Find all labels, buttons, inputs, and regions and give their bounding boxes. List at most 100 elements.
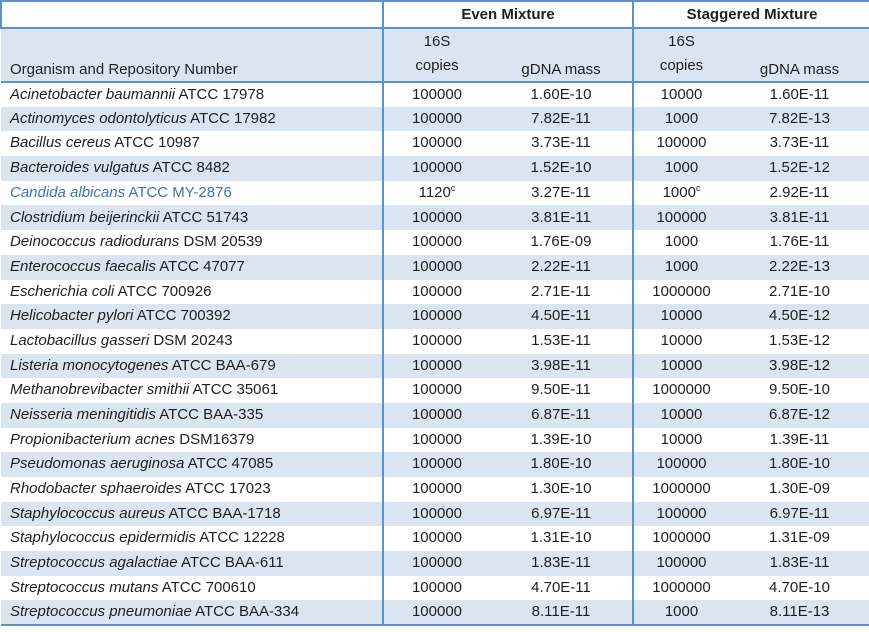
organism-name: Helicobacter pylori: [10, 307, 134, 325]
even-16s-copies-value: 100000: [411, 504, 463, 522]
repository-number: ATCC 51743: [162, 208, 249, 226]
organism-name: Streptococcus pneumoniae: [10, 603, 192, 621]
even-gdna-mass-cell: 1.30E-10: [490, 477, 634, 502]
even-gdna-mass-cell: 8.11E-11: [490, 600, 634, 626]
staggered-16s-copies-cell: 10000: [633, 428, 729, 453]
table-row: Neisseria meningitidis ATCC BAA-335 1000…: [1, 402, 869, 428]
staggered-16s-copies-value: 10000: [660, 307, 703, 325]
even-16s-copies-value: 100000: [411, 381, 463, 399]
even-gdna-mass-cell: 7.82E-11: [490, 106, 634, 132]
organism-cell: Helicobacter pylori ATCC 700392: [1, 304, 384, 329]
staggered-16s-copies-cell: 1000000: [633, 576, 729, 601]
organism-cell: Streptococcus mutans ATCC 700610: [1, 575, 384, 601]
repository-number: ATCC 17978: [178, 85, 265, 103]
organism-name: Bacillus cereus: [10, 134, 111, 152]
staggered-gdna-mass-cell: 1.53E-12: [769, 331, 830, 349]
staggered-gdna-mass-cell: 6.97E-11: [729, 501, 869, 527]
even-16s-copies-cell: 100000: [383, 600, 490, 626]
even-16s-copies-value: 100000: [411, 109, 463, 127]
organism-cell: Bacillus cereus ATCC 10987: [1, 131, 384, 157]
staggered-16s-copies-cell: 10000: [633, 304, 729, 329]
even-16s-copies-cell: 100000: [383, 378, 490, 403]
staggered-16s-copies-value: 1000: [664, 159, 699, 177]
staggered-gdna-mass-cell: 2.92E-11: [769, 183, 830, 201]
organism-name: Streptococcus mutans: [10, 578, 159, 596]
staggered-gdna-mass-cell: 3.81E-11: [729, 205, 869, 231]
staggered-16s-copies-value: 1000000: [652, 578, 711, 596]
repository-number: ATCC BAA-611: [180, 554, 284, 572]
staggered-16s-copies-value: 1000000: [652, 282, 711, 300]
staggered-16s-copies-value: 10000: [660, 331, 703, 349]
table-row: Streptococcus mutans ATCC 700610 100000 …: [1, 575, 869, 601]
even-16s-copies-value: 100000: [411, 430, 463, 448]
organism-name: Rhodobacter sphaeroides: [10, 480, 182, 498]
organism-name: Methanobrevibacter smithii: [10, 381, 190, 399]
even-16s-copies-cell: 100000: [383, 205, 490, 231]
even-16s-copies-value: 1120: [418, 183, 451, 201]
even-gdna-mass-cell: 6.87E-11: [490, 402, 634, 428]
footnote-marker: c: [695, 182, 701, 193]
even-gdna-mass-cell: 1.53E-11: [490, 328, 634, 354]
even-16s-copies-cell: 100000: [383, 452, 490, 477]
even-16s-copies-value: 100000: [411, 356, 463, 374]
even-gdna-mass-cell: 1.76E-09: [490, 230, 634, 255]
even-16s-copies-cell: 100000: [383, 82, 490, 107]
even-16s-copies-cell: 100000: [383, 230, 490, 255]
repository-number: ATCC 17023: [185, 480, 271, 498]
organism-name: Actinomyces odontolyticus: [10, 109, 187, 127]
footnote-marker: c: [450, 182, 456, 193]
even-16s-copies-cell: 100000: [383, 526, 490, 551]
table-row: Bacillus cereus ATCC 10987 100000 3.73E-…: [1, 131, 869, 157]
even-16s-copies-cell: 100000: [383, 428, 490, 453]
staggered-16s-copies-cell: 10000: [633, 329, 729, 354]
table-row: Streptococcus pneumoniae ATCC BAA-334 10…: [1, 600, 869, 626]
staggered-16s-copies-value: 1000000: [652, 480, 711, 498]
even-16s-copies-value: 100000: [411, 331, 463, 349]
staggered-gdna-mass-cell: 2.22E-13: [729, 254, 869, 280]
table-row: Actinomyces odontolyticus ATCC 17982 100…: [1, 106, 869, 132]
even-16s-copies-cell: 100000: [383, 551, 490, 576]
repository-number: ATCC 12228: [199, 529, 285, 547]
staggered-16s-copies-value: 1000000: [652, 529, 711, 547]
table-row: Staphylococcus aureus ATCC BAA-1718 1000…: [1, 501, 869, 527]
even-gdna-mass-cell: 3.98E-11: [490, 353, 634, 379]
staggered-16s-copies-cell: 10000: [633, 82, 729, 107]
staggered-gdna-mass-cell: 2.71E-10: [769, 282, 830, 300]
even-16s-copies-value: 100000: [411, 307, 463, 325]
even-gdna-mass-cell: 6.97E-11: [490, 501, 634, 527]
organism-cell: Pseudomonas aeruginosa ATCC 47085: [1, 452, 384, 477]
column-header-row: Organism and Repository Number 16S copie…: [1, 28, 869, 83]
staggered-gdna-mass-cell: 9.50E-10: [769, 381, 830, 399]
organism-name: Enterococcus faecalis: [10, 257, 156, 275]
staggered-16s-copies-cell: 1000000: [633, 477, 729, 502]
repository-number: ATCC 700392: [136, 307, 231, 325]
even-16s-copies-value: 100000: [411, 406, 463, 424]
repository-number: ATCC 8482: [152, 159, 230, 177]
staggered-16s-copies-cell: 1000: [633, 106, 729, 132]
organism-name: Escherichia coli: [10, 282, 115, 300]
table-row: Propionibacterium acnes DSM16379 100000 …: [1, 427, 869, 453]
staggered-16s-copies-value: 1000: [664, 257, 699, 275]
repository-number: ATCC BAA-679: [171, 356, 276, 374]
even-16s-copies-cell: 100000: [383, 156, 490, 181]
staggered-gdna-mass-cell: 4.50E-12: [729, 304, 869, 329]
even-gdna-mass-cell: 1.80E-10: [490, 452, 634, 477]
staggered-16s-copies-value: 100000: [656, 134, 707, 152]
even-16s-copies-value: 100000: [411, 554, 463, 572]
even-16s-copies-value: 100000: [411, 455, 463, 473]
table-row: Listeria monocytogenes ATCC BAA-679 1000…: [1, 353, 869, 379]
repository-number: ATCC 35061: [192, 381, 279, 399]
even-gdna-mass-cell: 1.39E-10: [490, 427, 634, 453]
table-row: Bacteroides vulgatus ATCC 8482 100000 1.…: [1, 156, 869, 181]
staggered-gdna-mass-cell: 1.60E-11: [769, 85, 830, 103]
table-row: Staphylococcus epidermidis ATCC 12228 10…: [1, 526, 869, 552]
even-gdna-mass-cell: 2.22E-11: [490, 254, 634, 280]
organism-cell: Staphylococcus aureus ATCC BAA-1718: [1, 501, 384, 527]
organism-cell: Methanobrevibacter smithii ATCC 35061: [1, 378, 384, 403]
repository-number: ATCC 700610: [161, 578, 256, 596]
staggered-gdna-mass-cell: 1.30E-09: [769, 480, 830, 498]
organism-cell: Listeria monocytogenes ATCC BAA-679: [1, 353, 384, 379]
even-gdna-mass-cell: 3.73E-11: [490, 131, 634, 157]
organism-cell: Clostridium beijerinckii ATCC 51743: [1, 205, 384, 231]
staggered-16s-copies-value: 1000: [664, 233, 699, 251]
